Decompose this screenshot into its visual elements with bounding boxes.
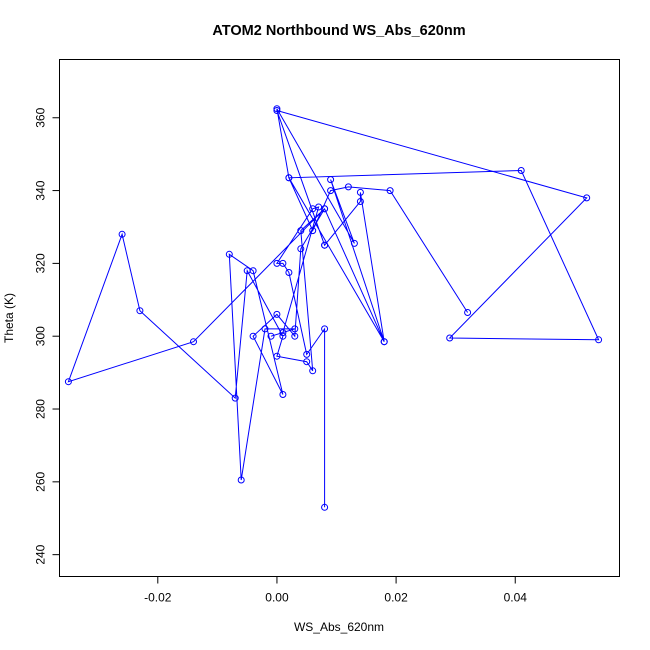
y-axis: 240 260 280 300 320 340 360 <box>34 107 60 565</box>
data-point <box>273 352 281 360</box>
y-tick-label: 240 <box>34 544 48 564</box>
data-point <box>297 245 305 253</box>
x-tick-label: 0.02 <box>384 591 408 605</box>
data-point <box>285 174 293 182</box>
data-point <box>327 187 335 195</box>
x-axis: -0.02 0.00 0.02 0.04 <box>144 576 528 605</box>
data-point <box>327 176 335 184</box>
x-tick-label: -0.02 <box>144 591 172 605</box>
data-point <box>279 332 287 340</box>
data-point <box>356 198 364 205</box>
data-point <box>517 167 525 174</box>
data-point <box>285 269 293 276</box>
data-point <box>237 476 245 484</box>
data-point <box>321 241 329 249</box>
data-point <box>321 325 329 333</box>
plot-frame <box>59 59 620 577</box>
data-point <box>273 105 281 113</box>
x-axis-label: WS_Abs_620nm <box>294 620 384 634</box>
data-point <box>249 332 257 340</box>
data-point <box>273 310 281 318</box>
data-point <box>267 332 275 340</box>
data-point <box>297 227 305 235</box>
series-line <box>67 108 600 508</box>
data-point <box>595 336 603 344</box>
data-point <box>356 188 364 196</box>
data-point <box>321 503 329 511</box>
x-tick-label: 0.04 <box>504 591 528 605</box>
y-tick-label: 320 <box>34 253 48 273</box>
y-tick-label: 340 <box>34 180 48 200</box>
data-point <box>291 325 299 333</box>
data-point <box>190 338 197 346</box>
data-points <box>64 105 603 511</box>
data-point <box>136 307 144 315</box>
data-point <box>309 227 317 235</box>
y-axis-label: Theta (K) <box>2 293 16 343</box>
data-point <box>344 183 352 191</box>
data-point <box>446 334 454 342</box>
data-point <box>225 250 233 258</box>
y-tick-label: 280 <box>34 399 48 419</box>
data-point <box>309 367 317 375</box>
data-point <box>243 267 251 275</box>
y-tick-label: 360 <box>34 107 48 127</box>
data-point <box>279 329 287 337</box>
data-point <box>291 332 299 340</box>
data-point <box>386 187 394 195</box>
x-tick-label: 0.00 <box>265 591 289 605</box>
data-point <box>64 378 72 386</box>
data-point <box>261 325 269 333</box>
data-point <box>231 394 239 402</box>
data-point <box>350 239 358 247</box>
data-point <box>321 205 329 213</box>
data-point <box>279 391 287 398</box>
chart-title: ATOM2 Northbound WS_Abs_620nm <box>212 23 465 39</box>
y-tick-label: 260 <box>34 472 48 492</box>
data-point <box>380 338 388 346</box>
data-point <box>118 230 126 238</box>
data-point <box>303 350 311 358</box>
y-tick-label: 300 <box>34 326 48 346</box>
data-point <box>583 194 591 202</box>
data-point <box>303 358 311 366</box>
data-point <box>464 309 472 316</box>
data-point <box>273 259 281 267</box>
